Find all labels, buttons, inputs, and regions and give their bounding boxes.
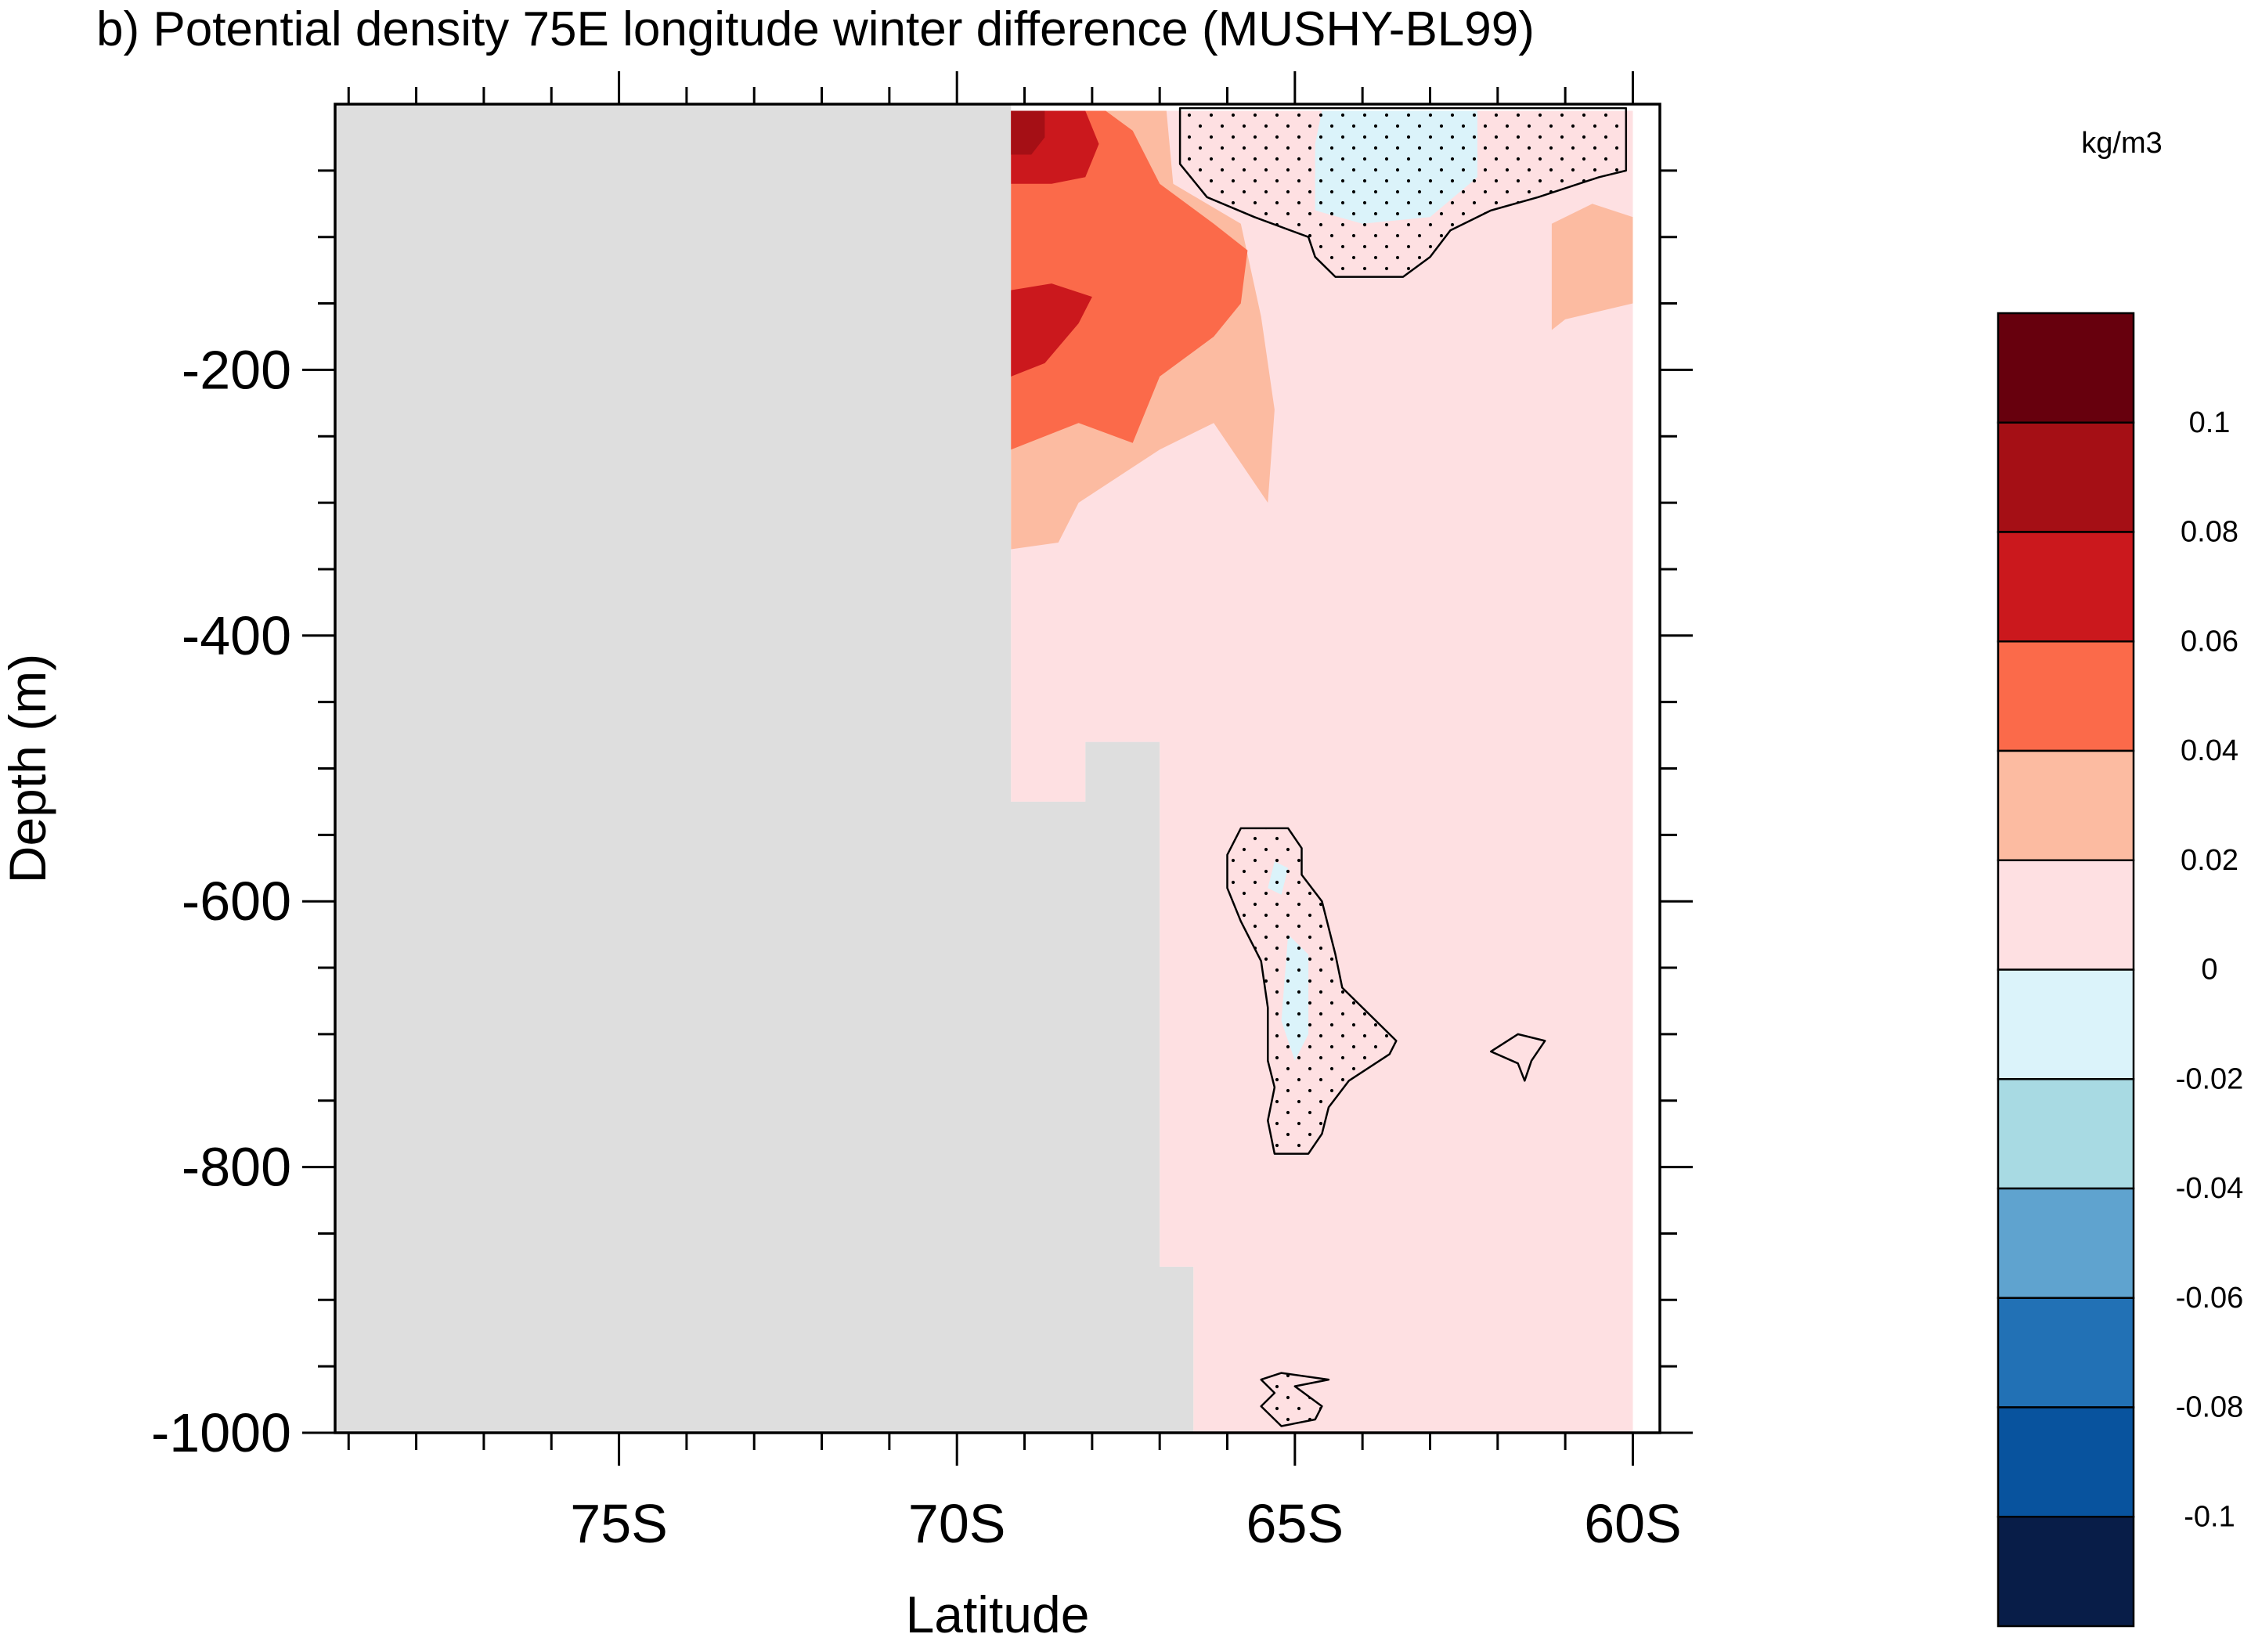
colorbar-label: 0 — [2201, 954, 2217, 987]
stipple-region-0 — [1180, 108, 1626, 277]
y-tick-label: -600 — [182, 871, 291, 932]
colorbar-label: 0.02 — [2181, 844, 2238, 877]
colorbar: kg/m3 0.1 0.08 0.06 0.04 0.02 0 -0.02 -0.04 -0.0… — [1997, 127, 2244, 1628]
significance-contour-2 — [1489, 1033, 1546, 1082]
x-tick-label: 70S — [908, 1493, 1006, 1554]
y-tick-label: -800 — [182, 1137, 291, 1198]
colorbar-box — [1997, 421, 2135, 533]
colorbar-box — [1997, 859, 2135, 971]
colorbar-box — [1997, 1406, 2135, 1518]
colorbar-box — [1997, 1187, 2135, 1299]
land-mask — [335, 104, 1194, 1433]
significance-contour-0 — [1178, 106, 1628, 278]
x-axis-label: Latitude — [906, 1585, 1090, 1643]
colorbar-label: -0.08 — [2176, 1391, 2244, 1424]
colorbar-box — [1997, 1297, 2135, 1409]
colorbar-label: -0.06 — [2176, 1282, 2244, 1315]
colorbar-label: -0.04 — [2176, 1172, 2244, 1205]
x-tick-label: 65S — [1246, 1493, 1344, 1554]
colorbar-units: kg/m3 — [2081, 127, 2162, 160]
colorbar-box — [1997, 1078, 2135, 1190]
chart-title: b) Potential density 75E longitude winte… — [96, 2, 1535, 56]
colorbar-box — [1997, 640, 2135, 752]
colorbar-label: 0.1 — [2189, 406, 2231, 439]
y-tick-label: -400 — [182, 605, 291, 666]
y-tick-label: -1000 — [151, 1402, 291, 1463]
y-tick-label: -200 — [182, 339, 291, 400]
colorbar-label: -0.1 — [2184, 1500, 2235, 1533]
x-tick-label: 60S — [1584, 1493, 1682, 1554]
plot-area: 75S 70S 65S 60S -200 -400 -600 -800 -1000 — [151, 71, 1693, 1554]
colorbar-label: 0.08 — [2181, 516, 2238, 549]
colorbar-box — [1997, 1516, 2135, 1628]
colorbar-label: 0.04 — [2181, 734, 2238, 767]
colorbar-box — [1997, 531, 2135, 643]
colorbar-box — [1997, 968, 2135, 1080]
x-tick-label: 75S — [570, 1493, 668, 1554]
colorbar-box — [1997, 749, 2135, 861]
significance-contour-1 — [1226, 827, 1398, 1155]
colorbar-label: 0.06 — [2181, 625, 2238, 658]
density-region-5 — [1011, 283, 1092, 377]
significance-contour-3 — [1260, 1372, 1330, 1427]
y-axis-label: Depth (m) — [0, 654, 56, 883]
stipple-region-3 — [1261, 1372, 1329, 1427]
colorbar-box — [1997, 312, 2135, 424]
density-region-2 — [1551, 204, 1633, 330]
density-region-6 — [1011, 110, 1045, 155]
colorbar-label: -0.02 — [2176, 1062, 2244, 1095]
stipple-region-1 — [1227, 828, 1397, 1154]
density-region-3 — [1011, 110, 1248, 450]
